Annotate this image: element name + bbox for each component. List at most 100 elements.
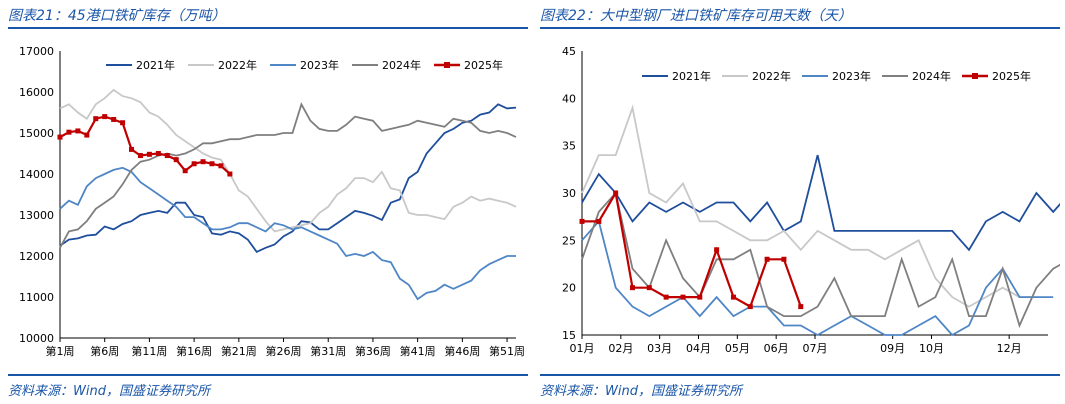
legend-label: 2022年 bbox=[218, 58, 257, 72]
series-line-2021年 bbox=[581, 154, 1060, 252]
series-point-2025年 bbox=[798, 304, 804, 310]
series-point-2025年 bbox=[200, 159, 206, 165]
title-rule bbox=[8, 27, 528, 29]
series-point-2025年 bbox=[209, 161, 215, 167]
series-point-2025年 bbox=[781, 256, 787, 262]
y-tick-label: 13000 bbox=[19, 209, 54, 222]
series-point-2025年 bbox=[129, 146, 135, 152]
y-tick-label: 20 bbox=[562, 282, 576, 295]
legend-label: 2023年 bbox=[832, 69, 871, 83]
y-tick-label: 12000 bbox=[19, 250, 54, 263]
x-tick-label: 05月 bbox=[725, 342, 750, 355]
x-tick-label: 第1周 bbox=[46, 344, 75, 358]
legend-label: 2025年 bbox=[992, 69, 1031, 83]
x-tick-label: 第36周 bbox=[355, 344, 391, 358]
series-point-2025年 bbox=[730, 294, 736, 300]
legend-label: 2024年 bbox=[912, 69, 951, 83]
x-tick-label: 07月 bbox=[803, 342, 828, 355]
legend-label: 2025年 bbox=[464, 58, 503, 72]
series-point-2025年 bbox=[146, 151, 152, 157]
legend-label: 2024年 bbox=[382, 58, 421, 72]
y-tick-label: 40 bbox=[562, 92, 576, 105]
x-tick-label: 10月 bbox=[919, 342, 944, 355]
x-tick-label: 第46周 bbox=[444, 344, 480, 358]
source-rule bbox=[540, 374, 1060, 376]
series-point-2025年 bbox=[579, 218, 585, 224]
series-point-2025年 bbox=[596, 218, 602, 224]
y-tick-label: 15000 bbox=[19, 127, 54, 140]
series-line-2023年 bbox=[59, 166, 516, 301]
x-tick-label: 第26周 bbox=[266, 344, 302, 358]
series-line-2025年 bbox=[582, 189, 802, 309]
series-point-2025年 bbox=[155, 151, 161, 156]
y-tick-label: 25 bbox=[562, 234, 576, 247]
x-tick-label: 03月 bbox=[647, 342, 672, 355]
title-rule bbox=[540, 27, 1060, 29]
series-line-2022年 bbox=[59, 88, 517, 233]
source-note: 资料来源：Wind，国盛证券研究所 bbox=[540, 384, 742, 399]
chart-port-inventory: 10000 11000 12000 13000 14000 15000 16000 17000… bbox=[19, 45, 525, 358]
y-tick-label: 10000 bbox=[19, 332, 54, 345]
y-tick-label: 16000 bbox=[19, 86, 54, 99]
series-point-2025年 bbox=[747, 304, 753, 310]
series-line-2025年 bbox=[59, 115, 231, 175]
series-point-2025年 bbox=[663, 294, 669, 300]
x-tick-label: 04月 bbox=[686, 342, 711, 355]
series-point-2025年 bbox=[182, 168, 188, 174]
y-tick-label: 30 bbox=[562, 187, 576, 200]
x-tick-label: 06月 bbox=[764, 342, 789, 355]
legend-marker-2025年 bbox=[972, 73, 978, 79]
series-point-2025年 bbox=[629, 285, 635, 291]
x-tick-label: 第31周 bbox=[310, 344, 346, 358]
series-point-2025年 bbox=[66, 129, 72, 135]
series-point-2025年 bbox=[173, 157, 179, 163]
panel-title: 图表22：大中型钢厂进口铁矿库存可用天数（天） bbox=[540, 8, 852, 24]
legend-label: 2022年 bbox=[752, 69, 791, 83]
y-tick-label: 45 bbox=[562, 45, 576, 58]
y-tick-label: 17000 bbox=[19, 45, 54, 58]
x-tick-label: 第16周 bbox=[176, 344, 212, 358]
series-point-2025年 bbox=[764, 256, 770, 262]
y-tick-label: 11000 bbox=[19, 291, 54, 304]
source-rule bbox=[8, 374, 528, 376]
x-tick-label: 09月 bbox=[880, 342, 905, 355]
x-tick-label: 第11周 bbox=[131, 344, 167, 358]
series-point-2025年 bbox=[75, 128, 81, 134]
series-point-2025年 bbox=[164, 153, 170, 159]
series-point-2025年 bbox=[646, 285, 652, 291]
y-tick-label: 35 bbox=[562, 140, 576, 153]
x-tick-label: 第21周 bbox=[221, 344, 257, 358]
legend-marker-2025年 bbox=[444, 62, 450, 68]
series-point-2025年 bbox=[120, 120, 126, 126]
x-tick-label: 第51周 bbox=[489, 344, 525, 358]
series-line-2024年 bbox=[59, 102, 517, 249]
source-note: 资料来源：Wind，国盛证券研究所 bbox=[8, 384, 210, 399]
y-tick-label: 14000 bbox=[19, 168, 54, 181]
series-line-2024年 bbox=[581, 191, 1060, 329]
series-line-2021年 bbox=[59, 103, 517, 254]
series-point-2025年 bbox=[93, 116, 99, 122]
series-line-2022年 bbox=[581, 104, 1037, 308]
series-point-2025年 bbox=[102, 114, 108, 120]
series-point-2025年 bbox=[714, 247, 720, 253]
y-tick-label: 15 bbox=[562, 329, 576, 342]
legend-label: 2021年 bbox=[672, 69, 711, 83]
x-tick-label: 12月 bbox=[997, 342, 1022, 355]
x-tick-label: 第41周 bbox=[400, 344, 436, 358]
series-point-2025年 bbox=[57, 134, 63, 140]
series-point-2025年 bbox=[218, 163, 224, 169]
series-point-2025年 bbox=[84, 132, 90, 138]
series-point-2025年 bbox=[191, 161, 197, 167]
chart-usable-days: 15 20 25 30 35 40 45 01月 02月 03月 04月 05月 06月 07月 09月 10… bbox=[562, 45, 1060, 355]
series-point-2025年 bbox=[227, 171, 233, 177]
legend-label: 2021年 bbox=[136, 58, 175, 72]
legend-label: 2023年 bbox=[300, 58, 339, 72]
series-point-2025年 bbox=[613, 190, 619, 196]
series-point-2025年 bbox=[111, 116, 117, 122]
x-tick-label: 01月 bbox=[570, 342, 595, 355]
series-point-2025年 bbox=[680, 294, 686, 300]
series-point-2025年 bbox=[697, 294, 703, 300]
series-line-2023年 bbox=[581, 219, 1054, 337]
x-tick-label: 第6周 bbox=[90, 344, 119, 358]
panel-title: 图表21：45港口铁矿库存（万吨） bbox=[8, 8, 226, 24]
